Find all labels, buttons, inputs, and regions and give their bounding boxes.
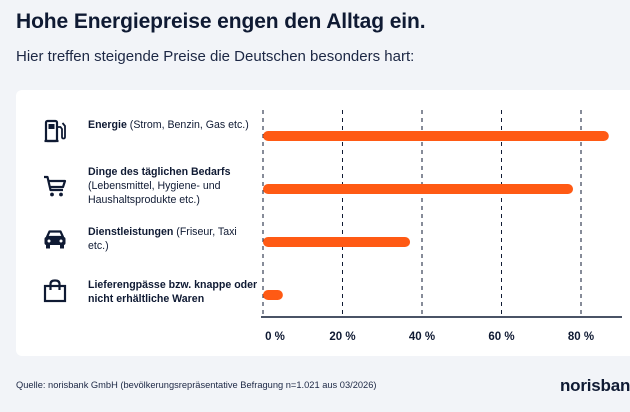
bar-chart-plot: 0 % 20 % 40 % 60 % 80 % bbox=[261, 110, 622, 343]
chart-subtitle: Hier treffen steigende Preise die Deutsc… bbox=[16, 48, 415, 65]
category-label-lieferengpaesse: Lieferengpässe bzw. knappe oder nicht er… bbox=[88, 279, 258, 305]
bar-2 bbox=[263, 237, 411, 247]
source-note: Quelle: norisbank GmbH (bevölkerungsrepr… bbox=[16, 380, 377, 390]
shopping-cart-icon bbox=[42, 173, 68, 199]
x-tick-label-80: 80 % bbox=[568, 331, 594, 343]
norisbank-logo: norisbank bbox=[560, 376, 630, 395]
category-label-dienstleistungen: Dienstleistungen (Friseur, Taxi etc.) bbox=[88, 226, 237, 252]
car-icon bbox=[42, 226, 68, 252]
x-tick-label-60: 60 % bbox=[488, 331, 514, 343]
bar-3 bbox=[263, 290, 283, 300]
x-tick-label-0: 0 % bbox=[265, 331, 285, 343]
x-tick-label-40: 40 % bbox=[409, 331, 435, 343]
x-tick-label-20: 20 % bbox=[329, 331, 355, 343]
fuel-pump-icon bbox=[42, 118, 68, 144]
shopping-bag-icon bbox=[42, 278, 68, 304]
chart-card: Energie (Strom, Benzin, Gas etc.) Dinge … bbox=[16, 90, 630, 356]
bar-1 bbox=[263, 184, 574, 194]
chart-title: Hohe Energiepreise engen den Alltag ein. bbox=[16, 10, 426, 33]
category-label-energie: Energie (Strom, Benzin, Gas etc.) bbox=[88, 119, 249, 131]
category-label-bedarf: Dinge des täglichen Bedarfs (Lebensmitte… bbox=[88, 166, 231, 206]
bar-0 bbox=[263, 131, 609, 141]
